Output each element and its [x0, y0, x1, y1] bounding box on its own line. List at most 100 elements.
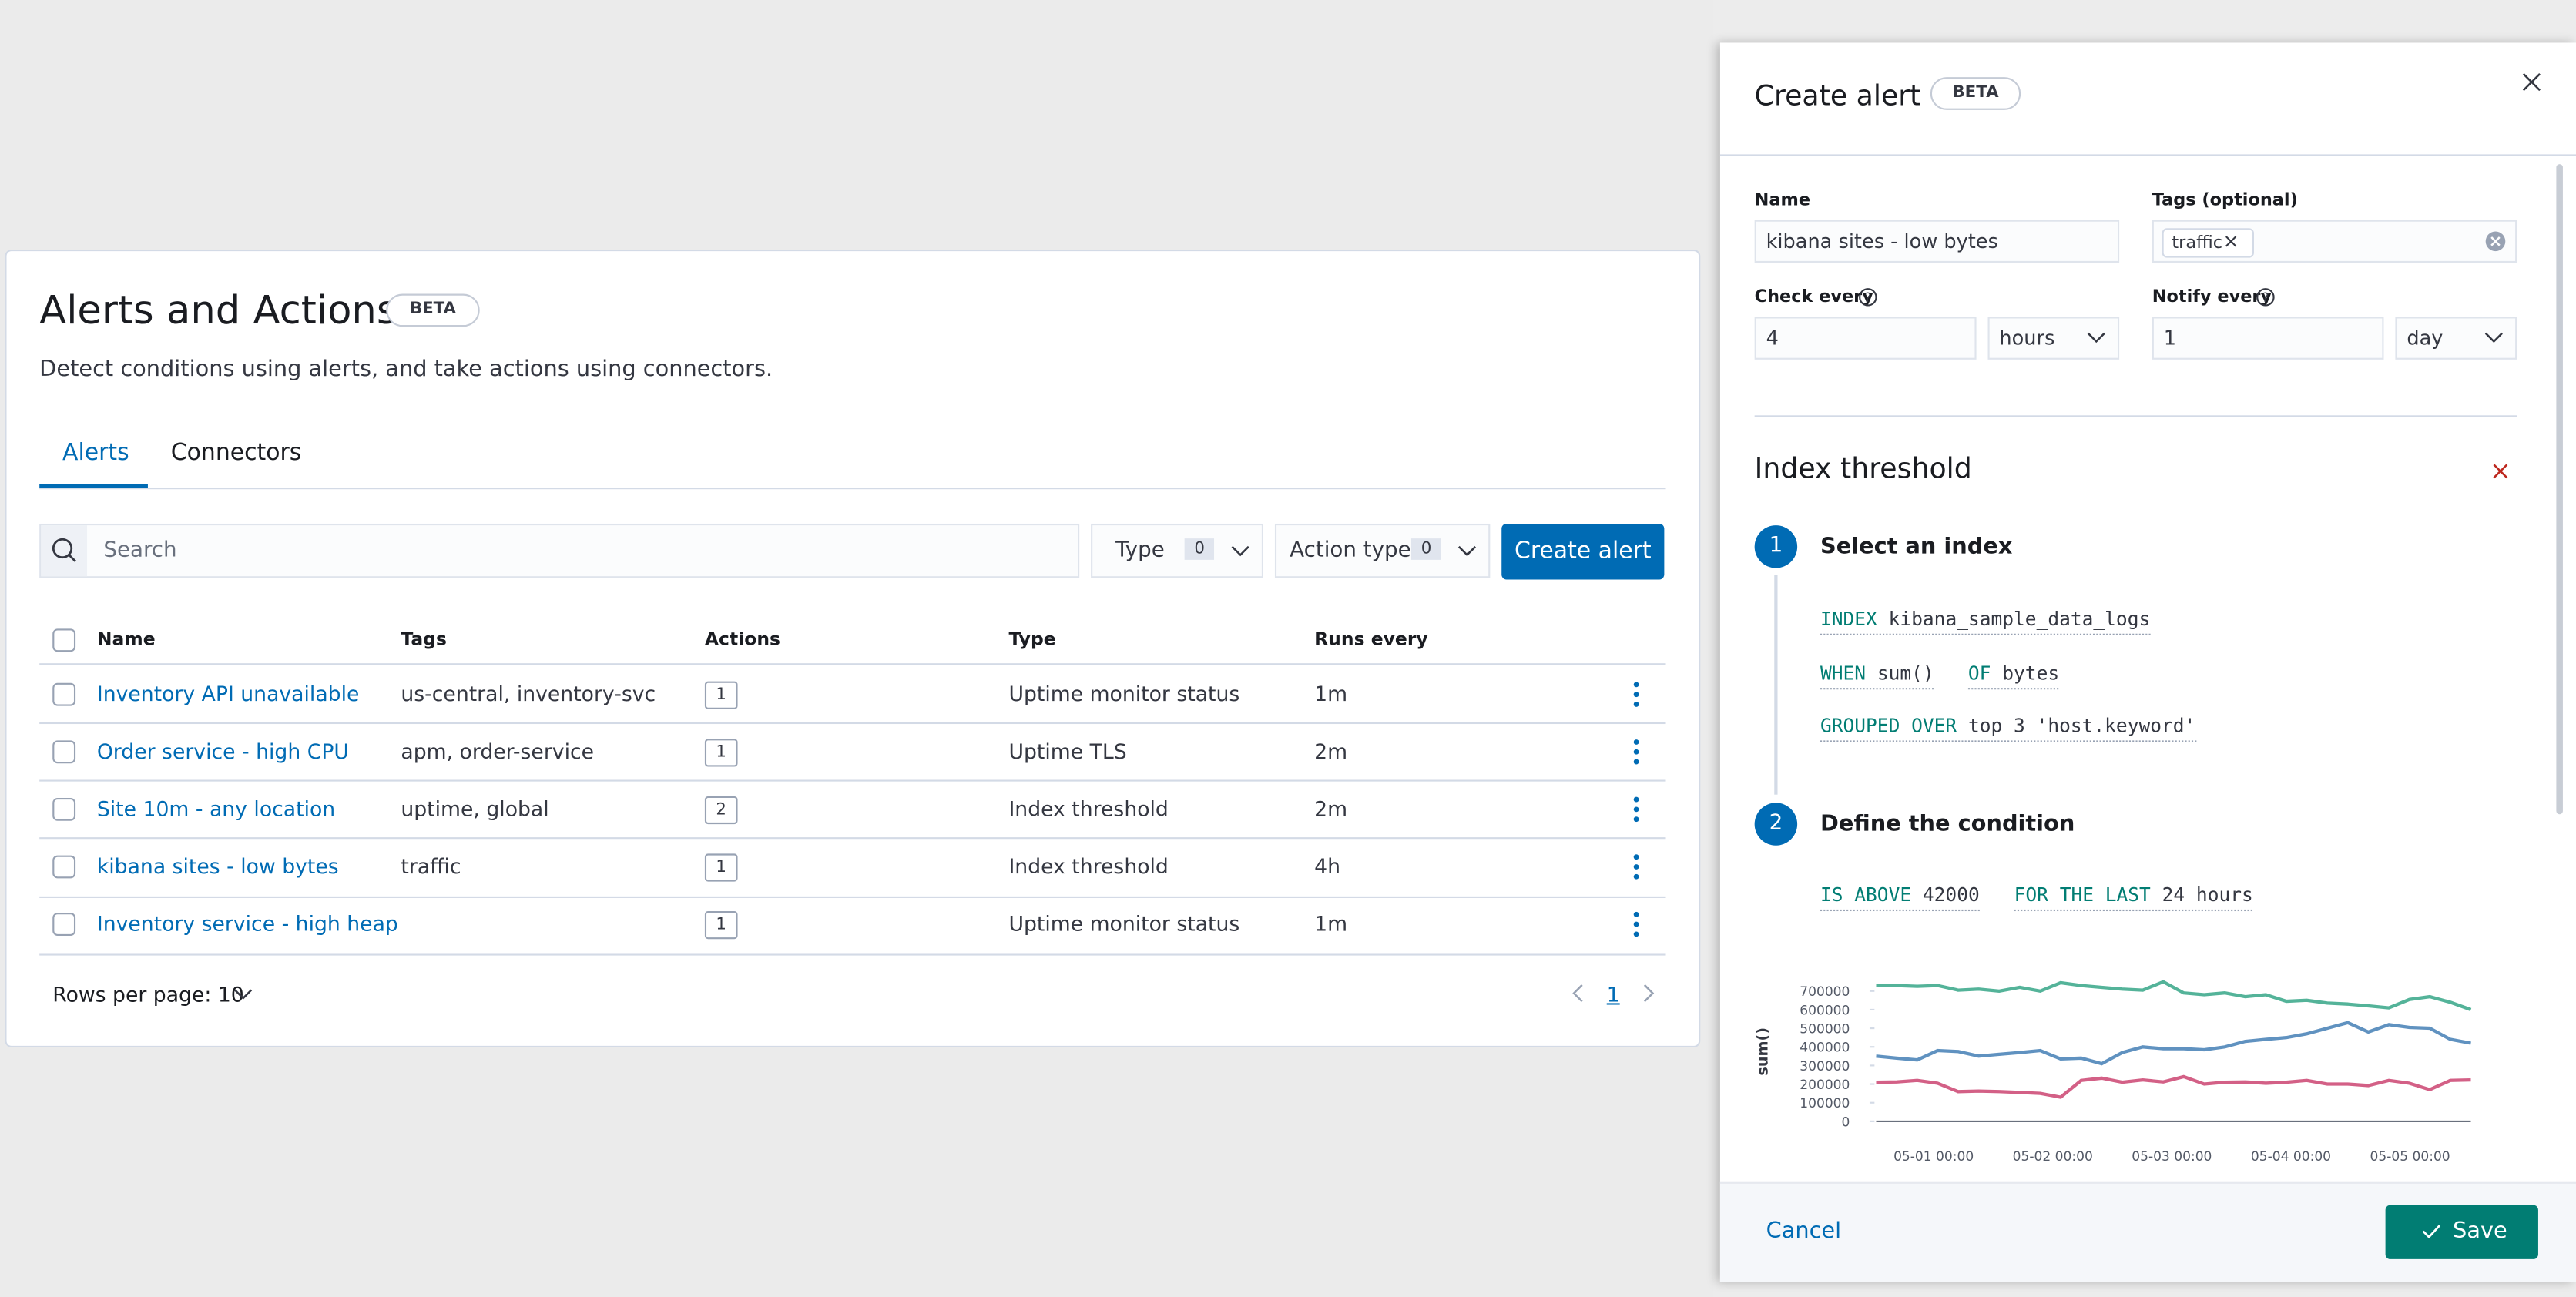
cell: 1m [1314, 911, 1348, 937]
expression[interactable]: WHEN sum() [1820, 662, 1934, 690]
row-menu[interactable] [1632, 796, 1642, 823]
cell: apm, order-service [401, 738, 595, 763]
preview-chart: sum() 0 100000 200000 300000 400000 500000 6000… [1754, 980, 2472, 1165]
alert-name-link[interactable]: Site 10m - any location [96, 796, 336, 821]
keyword: WHEN [1820, 662, 1867, 685]
cell: uptime, global [401, 796, 549, 821]
check-unit[interactable]: hours [1987, 317, 2120, 360]
header-rule [39, 663, 1666, 665]
series-line [1876, 1021, 2471, 1066]
cell: Uptime TLS [1008, 738, 1127, 763]
clear-tags[interactable] [2484, 230, 2507, 253]
notify-unit[interactable]: day [2395, 317, 2517, 360]
cell: Index threshold [1008, 796, 1169, 821]
search-icon-box [41, 525, 88, 577]
alert-name-link[interactable]: Order service - high CPU [96, 738, 349, 763]
cell: Index threshold [1008, 853, 1169, 879]
expression[interactable]: FOR THE LAST 24 hours [2014, 883, 2253, 912]
name-input[interactable]: kibana sites - low bytes [1754, 220, 2120, 263]
row-checkbox[interactable] [52, 913, 76, 937]
row-checkbox[interactable] [52, 797, 76, 821]
search-box[interactable]: Search [39, 523, 1080, 578]
x-tick-label: 05-04 00:00 [2251, 1149, 2331, 1165]
expression[interactable]: INDEX kibana_sample_data_logs [1820, 607, 2151, 635]
action-count: 1 [704, 911, 738, 940]
value: 42000 [1922, 883, 1980, 907]
alerts-table: Name Tags Actions Type Runs every Inventory A… [7, 251, 1699, 1046]
alerts-panel: Alerts and Actions BETA Detect condition… [5, 250, 1701, 1047]
dot [1633, 759, 1639, 765]
row-checkbox[interactable] [52, 855, 76, 879]
x-tick-label: 05-01 00:00 [1893, 1149, 1974, 1165]
action-count: 1 [704, 680, 738, 709]
column-header: Runs every [1314, 628, 1428, 651]
value: top 3 'host.keyword' [1967, 714, 2196, 738]
value: 24 hours [2162, 883, 2253, 907]
scrollbar[interactable] [2556, 164, 2563, 815]
y-tick-label: 400000 [1800, 1041, 1850, 1056]
row-checkbox[interactable] [52, 739, 76, 763]
beta-badge: BETA [386, 293, 480, 327]
dot [1633, 912, 1639, 918]
beta-badge: BETA [1930, 77, 2021, 110]
help-icon[interactable]: ? [1858, 287, 1878, 307]
action-type-filter[interactable]: Action type 0 [1274, 523, 1491, 578]
tab-connectors[interactable]: Connectors [170, 440, 302, 467]
y-tick-label: 500000 [1800, 1021, 1850, 1037]
type-filter[interactable]: Type 0 [1091, 523, 1264, 578]
cell: 2m [1314, 738, 1348, 763]
dot [1633, 796, 1639, 803]
svg-text:?: ? [2262, 290, 2269, 306]
expression[interactable]: OF bytes [1967, 662, 2060, 690]
search-icon [52, 538, 77, 562]
cell: Uptime monitor status [1008, 911, 1240, 937]
notify-input[interactable]: 1 [2152, 317, 2384, 360]
step-line [1774, 575, 1778, 795]
cell: 2m [1314, 796, 1348, 821]
alert-name-link[interactable]: Inventory service - high heap [96, 911, 398, 937]
row-rule [39, 779, 1666, 783]
row-menu[interactable] [1632, 739, 1642, 765]
tag-chip[interactable]: traffic [2162, 228, 2254, 258]
value: kibana_sample_data_logs [1888, 607, 2151, 631]
y-axis-label: sum() [1754, 1027, 1772, 1076]
header-checkbox[interactable] [52, 628, 76, 652]
field-label: Tags (optional) [2152, 190, 2298, 210]
row-menu[interactable] [1632, 854, 1642, 880]
expression[interactable]: IS ABOVE 42000 [1820, 883, 1980, 912]
next-page[interactable] [1639, 984, 1655, 1004]
x-tick-label: 05-03 00:00 [2132, 1149, 2212, 1165]
create-alert-button[interactable]: Create alert [1501, 523, 1665, 580]
prev-page[interactable] [1571, 984, 1587, 1004]
row-menu[interactable] [1632, 912, 1642, 938]
help-icon[interactable]: ? [2256, 287, 2276, 307]
alert-name-link[interactable]: kibana sites - low bytes [96, 853, 339, 879]
header-rule [1719, 154, 2576, 156]
action-count: 1 [704, 738, 738, 767]
close-button[interactable] [2522, 72, 2542, 92]
action-count: 1 [704, 853, 738, 883]
dot [1633, 874, 1639, 880]
description: Detect conditions using alerts, and take… [39, 356, 773, 383]
dot [1633, 816, 1639, 823]
dot [1633, 806, 1639, 813]
section-title: Index threshold [1754, 453, 1972, 486]
row-checkbox[interactable] [52, 682, 76, 705]
cancel-button[interactable]: Cancel [1766, 1218, 1842, 1245]
remove-section[interactable] [2492, 463, 2508, 479]
alert-name-link[interactable]: Inventory API unavailable [96, 680, 360, 705]
rows-per-page[interactable]: Rows per page: 10 [52, 981, 244, 1007]
field-label: Notify every [2152, 287, 2272, 307]
check-input[interactable]: 4 [1754, 317, 1977, 360]
expression[interactable]: GROUPED OVER top 3 'host.keyword' [1820, 714, 2196, 742]
series-line [1876, 1074, 2471, 1099]
chevron [1457, 545, 1477, 557]
row-menu[interactable] [1632, 681, 1642, 707]
save-button[interactable]: Save [2385, 1205, 2538, 1259]
page-number[interactable]: 1 [1606, 981, 1620, 1007]
filter-count: 0 [1410, 538, 1442, 560]
filter-label: Action type [1290, 538, 1411, 564]
tab-alerts[interactable]: Alerts [62, 440, 129, 467]
tag-remove[interactable] [2225, 235, 2238, 248]
y-tick-label: 0 [1842, 1114, 1850, 1130]
